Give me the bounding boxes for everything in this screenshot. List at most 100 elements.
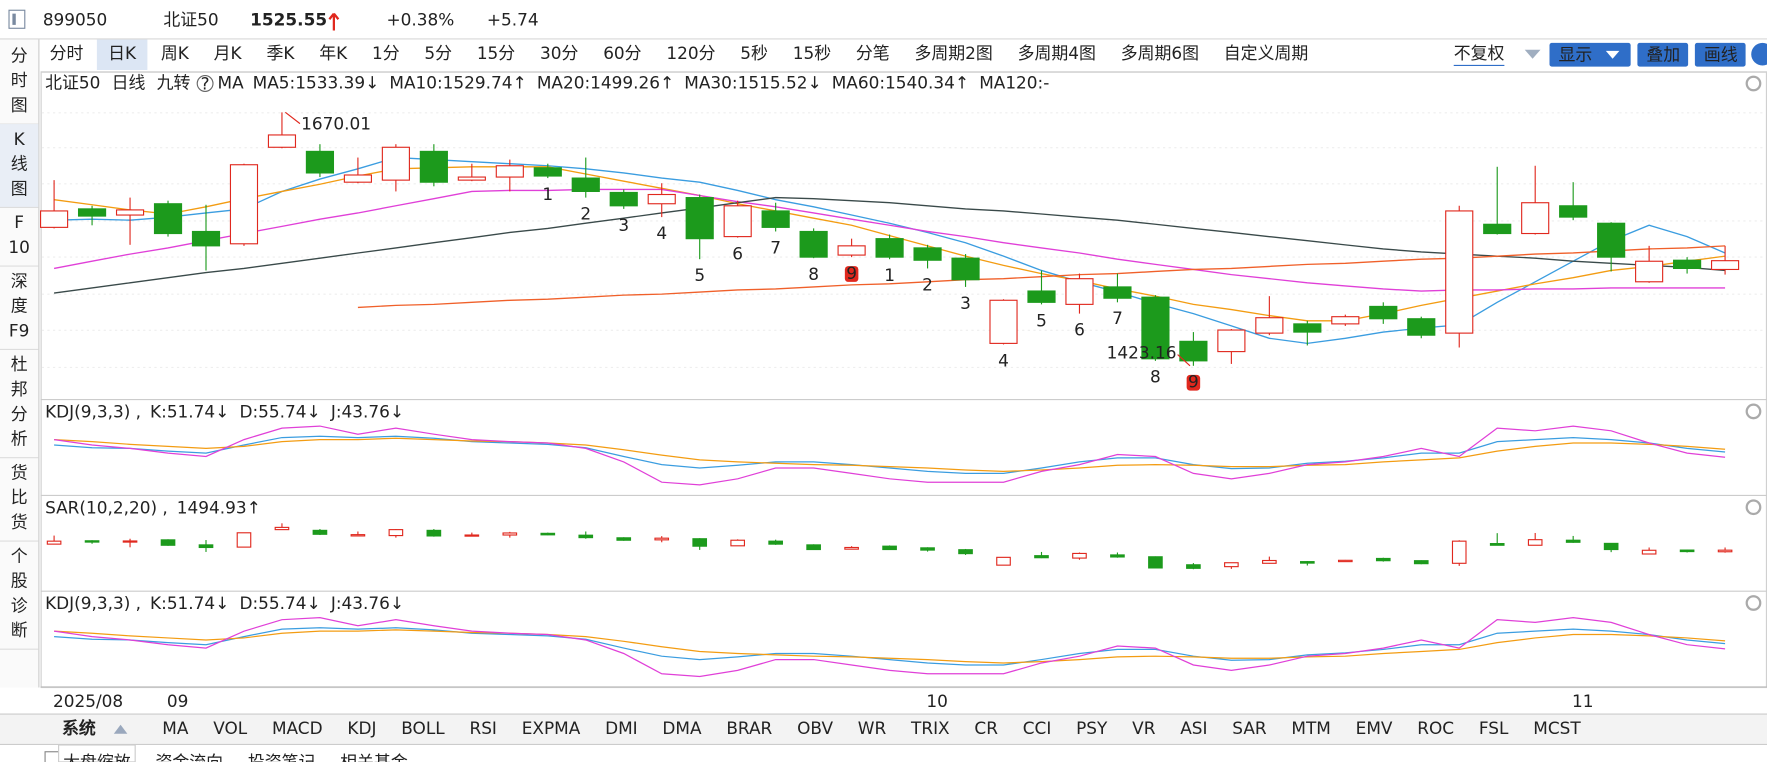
side-tab[interactable]: 邦	[11, 379, 28, 399]
indicator-tab[interactable]: CR	[974, 718, 998, 738]
toolbar-button-label[interactable]: 显示	[1559, 44, 1593, 64]
nine-turn-label: 4	[998, 350, 1009, 370]
indicator-tab[interactable]: OBV	[797, 718, 833, 738]
period-tab[interactable]: 季K	[266, 43, 295, 63]
period-tab[interactable]: 5秒	[740, 43, 768, 63]
side-tab[interactable]: 断	[11, 620, 28, 640]
period-tab[interactable]: 分笔	[856, 43, 890, 63]
kdj-legend: J:43.76↓	[330, 593, 404, 613]
candle-body	[647, 193, 676, 205]
side-tab[interactable]: 比	[11, 487, 28, 507]
nine-turn-label: 1	[884, 265, 895, 285]
toolbar-button-label[interactable]: 画线	[1704, 44, 1738, 64]
nine-turn-label: 1	[542, 184, 553, 204]
period-tab[interactable]: 120分	[666, 43, 715, 63]
side-tab[interactable]: 度	[11, 296, 28, 316]
bottom-tab[interactable]: 投资笔记	[248, 752, 316, 762]
panel-toggle-icon[interactable]	[8, 9, 26, 29]
indicator-tab[interactable]: EXPMA	[522, 718, 581, 738]
period-tab[interactable]: 日K	[108, 43, 137, 63]
side-tab[interactable]: 时	[11, 70, 28, 90]
indicator-tab[interactable]: WR	[858, 718, 887, 738]
side-tab[interactable]: 图	[11, 178, 28, 198]
side-tab[interactable]: F9	[9, 320, 29, 340]
period-tab[interactable]: 年K	[319, 43, 348, 63]
toolbar-button-label[interactable]: 叠加	[1646, 44, 1680, 64]
indicator-tab[interactable]: DMI	[605, 718, 638, 738]
side-tab[interactable]: 图	[11, 95, 28, 115]
adjust-dropdown[interactable]: 不复权	[1454, 43, 1505, 63]
indicator-tab[interactable]: RSI	[469, 718, 496, 738]
ma-legend: MA10:1529.74↑	[389, 72, 526, 92]
date-label: 11	[1572, 691, 1594, 711]
sar-body	[84, 540, 100, 543]
indicator-tab[interactable]: MACD	[272, 718, 323, 738]
period-tab[interactable]: 30分	[540, 43, 578, 63]
period-tab[interactable]: 分时	[50, 43, 84, 63]
side-tab[interactable]: 深	[11, 271, 28, 291]
period-tab[interactable]: 月K	[214, 43, 243, 63]
indicator-tab[interactable]: PSY	[1076, 718, 1108, 738]
period-tab[interactable]: 多周期4图	[1018, 43, 1096, 63]
indicator-tab[interactable]: ROC	[1417, 718, 1454, 738]
nine-turn-label: 5	[1036, 310, 1047, 330]
period-tab[interactable]: 15秒	[793, 43, 831, 63]
indicator-tab[interactable]: MA	[162, 718, 189, 738]
sar-body	[1489, 543, 1505, 546]
side-tab[interactable]: 10	[8, 237, 29, 257]
period-tab[interactable]: 多周期2图	[914, 43, 992, 63]
indicator-tab[interactable]: ASI	[1180, 718, 1207, 738]
period-tab[interactable]: 15分	[477, 43, 515, 63]
side-tab[interactable]: 股	[11, 571, 28, 591]
indicator-tab[interactable]: VOL	[213, 718, 248, 738]
indicator-tab[interactable]: FSL	[1479, 718, 1509, 738]
period-tab[interactable]: 周K	[161, 43, 190, 63]
system-menu[interactable]: 系统	[62, 718, 96, 738]
indicator-tab[interactable]: TRIX	[910, 718, 950, 738]
indicator-tab[interactable]: EMV	[1356, 718, 1393, 738]
side-tab[interactable]: 货	[11, 462, 28, 482]
sar-body	[768, 540, 783, 545]
candle-body	[305, 150, 335, 174]
toolbar-button[interactable]	[1694, 42, 1746, 67]
side-tab[interactable]: 货	[11, 512, 28, 532]
bottom-tab[interactable]: 相关基金	[340, 752, 408, 762]
side-tab[interactable]: 诊	[11, 595, 28, 615]
side-tab[interactable]: F	[14, 212, 24, 232]
period-tab[interactable]: 60分	[603, 43, 641, 63]
settings-icon[interactable]	[1745, 595, 1762, 611]
toolbar-button[interactable]	[1549, 42, 1631, 67]
period-tab[interactable]: 1分	[372, 43, 400, 63]
side-tab[interactable]: 线	[11, 154, 28, 174]
nine-turn-badge	[844, 266, 859, 282]
side-tab[interactable]: 杜	[11, 354, 28, 374]
indicator-tab[interactable]: CCI	[1023, 718, 1052, 738]
side-tab[interactable]: 析	[11, 429, 28, 449]
indicator-tab[interactable]: SAR	[1232, 718, 1267, 738]
nine-turn-label: 4	[656, 223, 667, 243]
bottom-tab[interactable]: 资金流向	[155, 752, 223, 762]
period-tab[interactable]: 自定义周期	[1224, 43, 1308, 63]
help-icon[interactable]	[196, 75, 214, 92]
period-tab[interactable]: 多周期6图	[1121, 43, 1199, 63]
help-button[interactable]	[1751, 42, 1767, 66]
indicator-tab[interactable]: MTM	[1291, 718, 1330, 738]
indicator-tab[interactable]: BRAR	[726, 718, 772, 738]
settings-icon[interactable]	[1745, 403, 1762, 420]
settings-icon[interactable]	[1745, 499, 1762, 516]
indicator-tab[interactable]: KDJ	[347, 718, 376, 738]
side-tab[interactable]: 分	[11, 404, 28, 424]
indicator-tab[interactable]: BOLL	[401, 718, 445, 738]
side-tab[interactable]: 分	[11, 45, 28, 65]
settings-icon[interactable]	[1745, 75, 1762, 92]
period-tab[interactable]: 5分	[424, 43, 452, 63]
bottom-tab[interactable]: 大盘缩放	[63, 752, 131, 762]
candle-body	[1559, 205, 1588, 218]
sar-body	[160, 539, 176, 546]
indicator-tab[interactable]: MCST	[1533, 718, 1581, 738]
indicator-tab[interactable]: DMA	[662, 718, 702, 738]
side-tab[interactable]: K	[14, 129, 26, 149]
indicator-tab[interactable]: VR	[1132, 718, 1156, 738]
side-tab[interactable]: 个	[11, 546, 28, 566]
toolbar-button[interactable]	[1637, 42, 1689, 67]
